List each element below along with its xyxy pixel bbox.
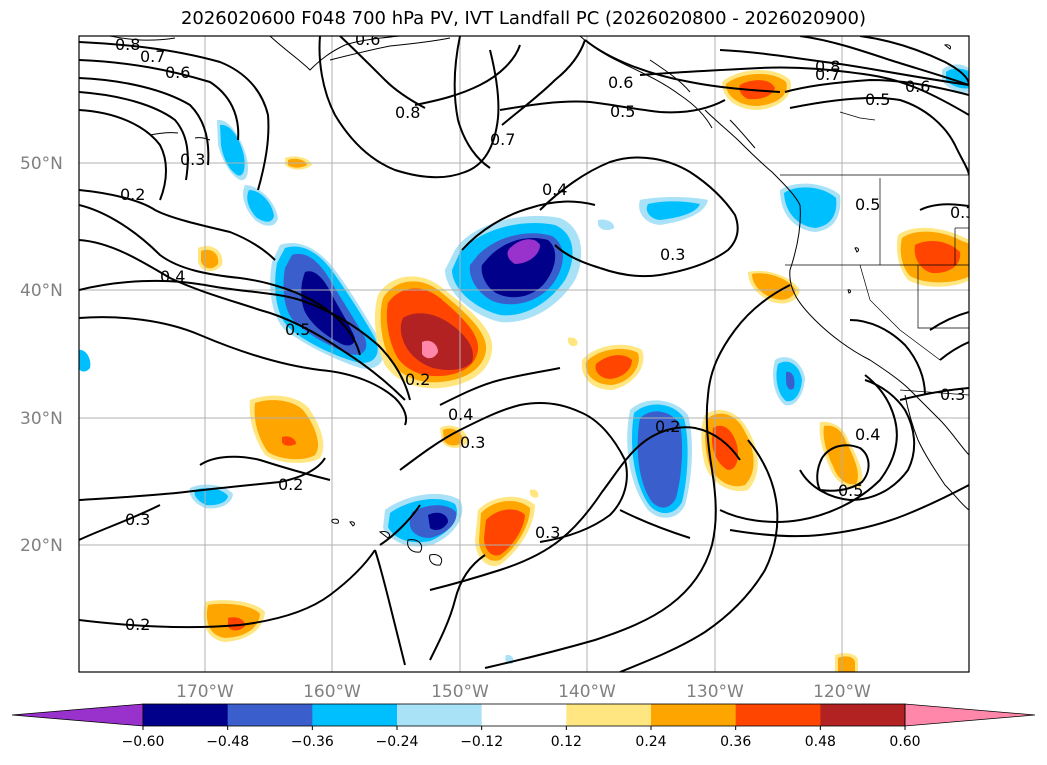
contour-label: 0.2 — [120, 185, 145, 204]
colorbar-tick-label: −0.36 — [291, 734, 334, 750]
colorbar-segment — [820, 704, 906, 726]
colorbar-tick-label: −0.12 — [460, 734, 503, 750]
lon-label: 130°W — [686, 682, 744, 702]
colorbar-tick-label: 0.24 — [635, 734, 666, 750]
contour-label: 0.4 — [542, 180, 567, 199]
contour-label: 0.3 — [180, 150, 205, 169]
colorbar-segment — [397, 704, 483, 726]
contour-label: 0.3 — [940, 385, 965, 404]
coastlines — [109, 36, 969, 566]
colorbar-tick-label: 0.36 — [720, 734, 751, 750]
contour-label: 0.8 — [115, 35, 140, 54]
contour-label: 0.6 — [165, 63, 190, 82]
contour-label: 0.7 — [490, 130, 515, 149]
contour-label: 0.4 — [160, 267, 185, 286]
contour-labels: 0.8 0.7 0.6 0.6 0.8 0.7 0.6 0.5 0.5 0.8 … — [115, 30, 975, 634]
contour-label: 0.7 — [815, 65, 840, 84]
lon-label: 120°W — [813, 682, 871, 702]
colorbar-segment — [143, 704, 229, 726]
contour-label: 0.8 — [395, 103, 420, 122]
colorbar-tick-label: 0.12 — [551, 734, 582, 750]
map-frame — [78, 35, 970, 673]
contour-label: 0.2 — [125, 615, 150, 634]
lon-label: 140°W — [558, 682, 616, 702]
colorbar-segment — [312, 704, 398, 726]
contour-label: 0.7 — [140, 47, 165, 66]
colorbar-tick-label: 0.48 — [805, 734, 836, 750]
contour-label: 0.2 — [278, 475, 303, 494]
colorbar-segment — [566, 704, 652, 726]
colorbar-tick-label: 0.60 — [889, 734, 920, 750]
colorbar: −0.60 −0.48 −0.36 −0.24 −0.12 0.12 0.24 0.36 0.4… — [11, 703, 1036, 750]
map-title: 2026020600 F048 700 hPa PV, IVT Landfall… — [180, 8, 867, 29]
colorbar-extend-max — [904, 703, 1036, 727]
colorbar-frame — [142, 703, 906, 727]
contour-label: 0.8 — [815, 57, 840, 76]
lon-label: 170°W — [176, 682, 234, 702]
contour-label: 0.3 — [660, 245, 685, 264]
contour-label: 0.3 — [535, 523, 560, 542]
contour-label: 0.3 — [950, 203, 975, 222]
contour-label: 0.2 — [655, 417, 680, 436]
lat-label: 30°N — [20, 409, 63, 429]
lat-label: 40°N — [20, 281, 63, 301]
contour-label: 0.3 — [125, 510, 150, 529]
graticule — [79, 36, 969, 672]
contour-label: 0.4 — [448, 405, 473, 424]
contour-label: 0.5 — [838, 481, 863, 500]
colorbar-segment — [227, 704, 313, 726]
lat-label: 20°N — [20, 536, 63, 556]
lat-label: 50°N — [20, 154, 63, 174]
colorbar-tick-label: −0.24 — [376, 734, 419, 750]
latitude-labels: 50°N 40°N 30°N 20°N — [20, 154, 63, 556]
contour-label: 0.6 — [355, 30, 380, 49]
contour-label: 0.4 — [855, 425, 880, 444]
colorbar-segment — [481, 704, 567, 726]
contour-label: 0.5 — [285, 320, 310, 339]
lon-label: 150°W — [431, 682, 489, 702]
colorbar-segment — [735, 704, 821, 726]
lon-label: 160°W — [303, 682, 361, 702]
contour-lines — [79, 36, 969, 672]
contour-label: 0.3 — [460, 433, 485, 452]
shading-layer — [79, 64, 969, 672]
colorbar-tick-label: −0.60 — [122, 734, 165, 750]
colorbar-extend-min — [11, 703, 144, 727]
longitude-labels: 170°W 160°W 150°W 140°W 130°W 120°W — [176, 682, 871, 702]
colorbar-tick-label: −0.48 — [206, 734, 249, 750]
map-background — [79, 36, 969, 672]
contour-label: 0.5 — [610, 102, 635, 121]
contour-label: 0.6 — [608, 73, 633, 92]
contour-label: 0.5 — [855, 195, 880, 214]
colorbar-segment — [651, 704, 737, 726]
contour-label: 0.2 — [405, 370, 430, 389]
contour-label: 0.6 — [905, 77, 930, 96]
contour-label: 0.5 — [865, 90, 890, 109]
